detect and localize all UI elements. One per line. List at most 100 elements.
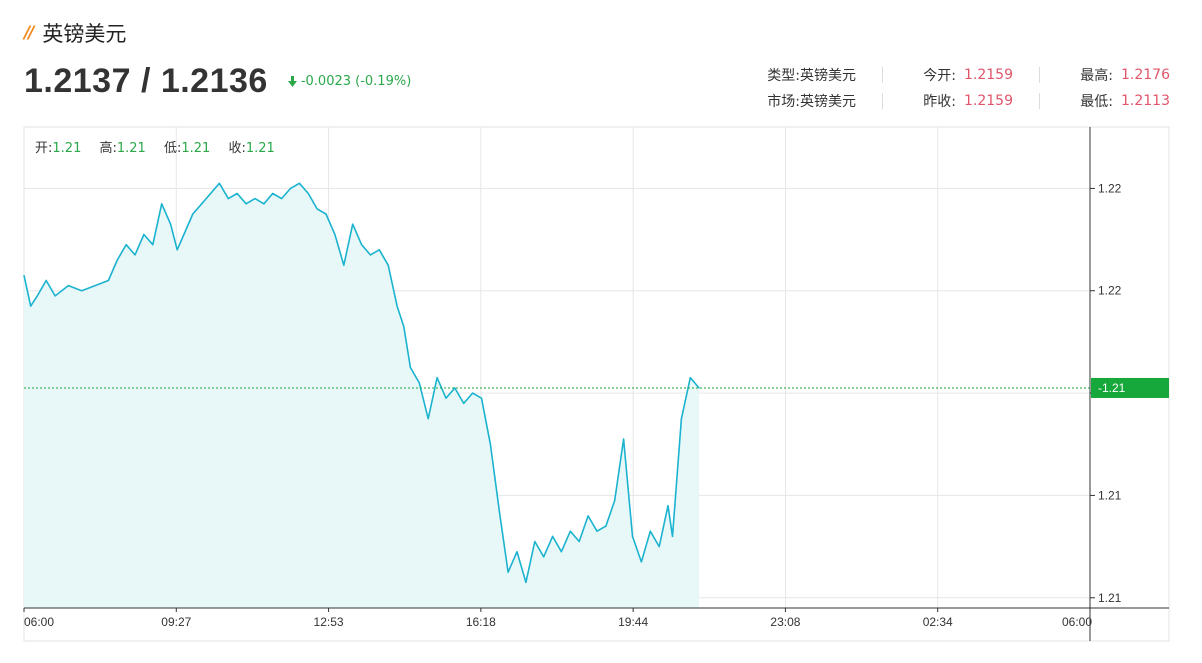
data-point xyxy=(227,198,229,200)
title-row: // 英镑美元 xyxy=(24,18,126,48)
data-point xyxy=(454,387,456,389)
data-point xyxy=(534,540,536,543)
x-tick-label: 06:00 xyxy=(24,615,54,629)
data-point xyxy=(210,192,212,195)
data-point xyxy=(667,505,669,507)
x-tick-label: 09:27 xyxy=(161,615,191,629)
divider xyxy=(882,67,883,83)
data-point xyxy=(369,254,371,256)
data-point xyxy=(143,233,145,236)
x-tick-label: 23:08 xyxy=(770,615,800,629)
data-point xyxy=(640,561,643,563)
data-point xyxy=(170,223,172,225)
x-tick-label: 02:34 xyxy=(923,615,953,629)
info-label: 最高: xyxy=(1080,68,1113,84)
data-point xyxy=(334,233,336,236)
data-point xyxy=(125,244,127,246)
data-point xyxy=(298,182,300,184)
data-point xyxy=(671,535,674,538)
x-tick-label: 16:18 xyxy=(466,615,496,629)
data-point xyxy=(418,382,420,384)
data-point xyxy=(387,264,389,266)
ohlc-value: 1.21 xyxy=(245,141,275,156)
data-point xyxy=(569,530,571,532)
data-point xyxy=(480,397,483,399)
data-point xyxy=(361,244,363,246)
data-point xyxy=(307,192,309,195)
info-label: 市场: xyxy=(767,94,800,110)
info-label: 最低: xyxy=(1080,94,1113,110)
y-tick-label: 1.22 xyxy=(1098,181,1122,195)
data-point xyxy=(67,285,69,287)
ohlc-low: 低:1.21 xyxy=(164,141,210,156)
data-point xyxy=(192,213,194,215)
data-point xyxy=(409,366,411,369)
data-point xyxy=(403,326,405,328)
info-value: 1.2176 xyxy=(1121,67,1170,83)
data-point xyxy=(472,392,474,394)
data-point xyxy=(436,377,438,379)
quote-info-row: 类型: 英镑美元 今开: 1.2159 最高: 1.2176 xyxy=(742,62,1170,88)
info-value: 英镑美元 xyxy=(800,94,856,110)
data-point xyxy=(498,510,500,512)
data-point xyxy=(201,203,203,205)
data-point xyxy=(254,198,256,200)
ohlc-readout: 开:1.21 高:1.21 低:1.21 收:1.21 xyxy=(35,137,289,156)
current-price-badge xyxy=(1091,377,1169,398)
data-point xyxy=(81,290,83,292)
data-point xyxy=(281,198,283,200)
info-prev-close: 昨收: 1.2159 xyxy=(909,91,1013,111)
data-point xyxy=(525,581,527,584)
page-title: 英镑美元 xyxy=(42,22,127,46)
data-point xyxy=(578,540,580,543)
price-line xyxy=(23,182,700,584)
bid-ask-price: 1.2137 / 1.2136 xyxy=(24,62,268,100)
data-point xyxy=(134,254,136,256)
data-point xyxy=(378,249,380,251)
info-open: 今开: 1.2159 xyxy=(909,65,1013,85)
ohlc-open: 开:1.21 xyxy=(35,141,81,156)
data-point xyxy=(176,249,178,251)
data-point xyxy=(325,213,327,215)
data-point xyxy=(45,279,47,282)
data-point xyxy=(272,192,274,195)
info-market: 市场: 英镑美元 xyxy=(742,91,856,111)
data-point xyxy=(489,443,491,445)
data-point xyxy=(36,295,38,297)
info-label: 今开: xyxy=(923,68,956,84)
quote-info-row: 市场: 英镑美元 昨收: 1.2159 最低: 1.2113 xyxy=(742,88,1170,114)
data-point xyxy=(396,305,398,307)
y-tick-label: 1.21 xyxy=(1098,488,1122,502)
data-point xyxy=(343,264,345,266)
data-point xyxy=(289,187,292,189)
current-price-label: -1.21 xyxy=(1098,381,1126,395)
data-point xyxy=(516,551,518,553)
y-tick-label: 1.21 xyxy=(1098,386,1122,400)
info-value: 1.2113 xyxy=(1121,93,1170,109)
arrow-down-icon xyxy=(287,76,297,87)
data-point xyxy=(30,305,32,307)
divider xyxy=(1039,67,1040,83)
area-fill xyxy=(24,183,700,609)
ohlc-label: 低: xyxy=(163,141,182,156)
x-tick-label: 19:44 xyxy=(618,615,648,629)
data-point xyxy=(23,274,25,276)
price-change: -0.0023 (-0.19%) xyxy=(287,74,411,89)
ohlc-value: 1.21 xyxy=(116,141,146,156)
data-point xyxy=(352,223,354,225)
ohlc-value: 1.21 xyxy=(181,141,211,156)
data-point xyxy=(605,525,607,527)
x-tick-label: 12:53 xyxy=(314,615,344,629)
data-point xyxy=(507,571,509,573)
data-point xyxy=(552,535,554,538)
data-point xyxy=(614,499,616,502)
data-point xyxy=(587,515,589,517)
ohlc-high: 高:1.21 xyxy=(99,141,145,156)
data-point xyxy=(316,208,318,210)
data-point xyxy=(689,377,691,379)
x-tick-label: 06:00 xyxy=(1062,615,1092,629)
chart-frame xyxy=(23,126,1170,642)
ohlc-value: 1.21 xyxy=(52,141,82,156)
data-point xyxy=(116,259,118,261)
y-tick-label: 1.21 xyxy=(1098,591,1122,605)
